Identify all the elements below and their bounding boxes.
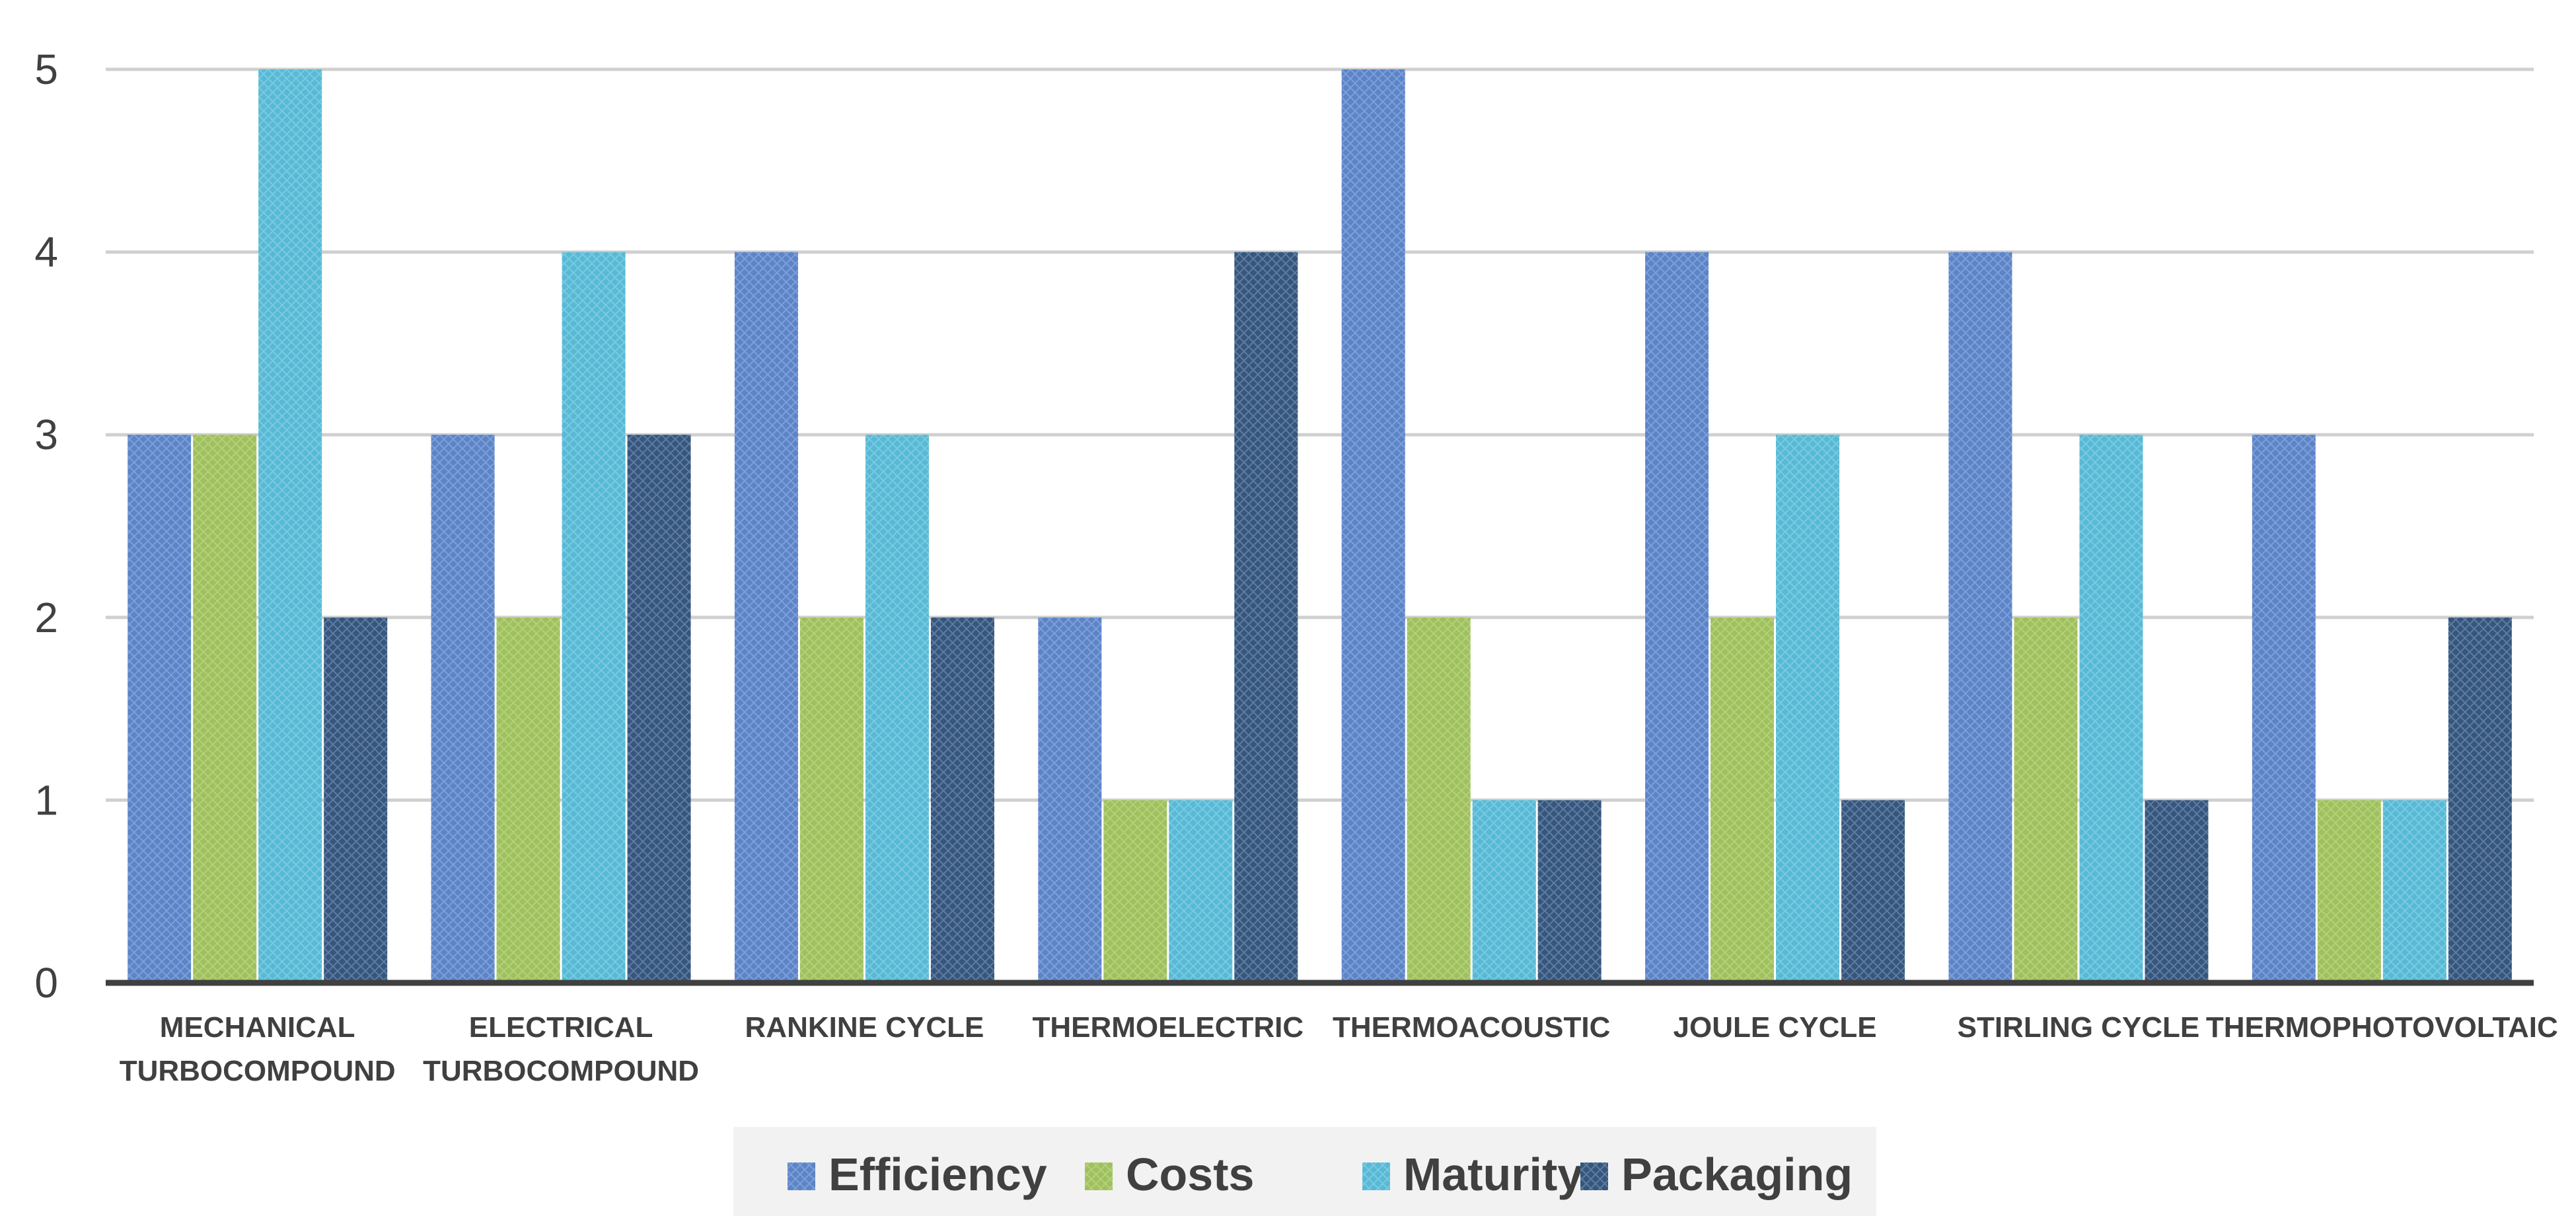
legend-background bbox=[733, 1127, 1876, 1216]
bar-costs bbox=[1711, 617, 1775, 983]
y-tick-label: 1 bbox=[34, 776, 58, 824]
legend-item-maturity: Maturity bbox=[1362, 1149, 1583, 1200]
x-tick-label: THERMOACOUSTIC bbox=[1333, 1011, 1610, 1044]
bar-costs bbox=[193, 435, 257, 983]
y-axis-ticks: 0 1 2 3 4 5 bbox=[34, 46, 58, 1007]
x-tick-label: THERMOELECTRIC bbox=[1032, 1011, 1304, 1044]
bar-packaging bbox=[1537, 800, 1601, 983]
bar-maturity bbox=[1169, 800, 1233, 983]
bar-costs bbox=[2317, 800, 2381, 983]
y-tick-label: 3 bbox=[34, 411, 58, 458]
bar-efficiency bbox=[1038, 617, 1102, 983]
x-tick-label: TURBOCOMPOUND bbox=[120, 1055, 396, 1087]
bar-efficiency bbox=[431, 435, 495, 983]
legend-item-costs: Costs bbox=[1085, 1149, 1254, 1200]
bar-maturity bbox=[1776, 435, 1840, 983]
bar-packaging bbox=[2145, 800, 2209, 983]
x-tick-label: JOULE CYCLE bbox=[1674, 1011, 1877, 1044]
bar-maturity bbox=[865, 435, 929, 983]
y-tick-label: 4 bbox=[34, 229, 58, 276]
bar-costs bbox=[799, 617, 864, 983]
y-tick-label: 2 bbox=[34, 594, 58, 641]
bar-efficiency bbox=[128, 435, 192, 983]
bar-maturity bbox=[1472, 800, 1536, 983]
legend-label: Costs bbox=[1126, 1149, 1254, 1200]
x-axis-labels: MECHANICAL TURBOCOMPOUND ELECTRICAL TURBOCO… bbox=[120, 1011, 2558, 1087]
bars bbox=[128, 69, 2512, 984]
bar-efficiency bbox=[1341, 69, 1405, 983]
legend-label: Efficiency bbox=[828, 1149, 1047, 1200]
x-tick-label: RANKINE CYCLE bbox=[745, 1011, 984, 1044]
legend: Efficiency Costs Maturity Packaging bbox=[733, 1127, 1876, 1216]
bar-packaging bbox=[324, 617, 388, 983]
x-tick-label: TURBOCOMPOUND bbox=[423, 1055, 699, 1087]
bar-costs bbox=[1407, 617, 1471, 983]
bar-packaging bbox=[930, 617, 994, 983]
y-tick-label: 5 bbox=[34, 46, 58, 93]
bar-efficiency bbox=[734, 252, 798, 984]
bar-costs bbox=[1103, 800, 1167, 983]
bar-efficiency bbox=[2252, 435, 2316, 983]
bar-efficiency bbox=[1645, 252, 1709, 984]
x-tick-label: MECHANICAL bbox=[160, 1011, 355, 1044]
legend-item-efficiency: Efficiency bbox=[788, 1149, 1047, 1200]
bar-packaging bbox=[1841, 800, 1905, 983]
bar-maturity bbox=[2079, 435, 2143, 983]
bar-maturity bbox=[562, 252, 626, 984]
legend-label: Maturity bbox=[1403, 1149, 1583, 1200]
bar-maturity bbox=[258, 69, 322, 983]
bar-efficiency bbox=[1948, 252, 2012, 984]
x-tick-label: STIRLING CYCLE bbox=[1958, 1011, 2200, 1044]
legend-item-packaging: Packaging bbox=[1580, 1149, 1853, 1200]
x-tick-label: THERMOPHOTOVOLTAIC bbox=[2206, 1011, 2558, 1044]
x-tick-label: ELECTRICAL bbox=[469, 1011, 653, 1044]
bar-packaging bbox=[1234, 252, 1298, 984]
bar-costs bbox=[496, 617, 560, 983]
bar-maturity bbox=[2382, 800, 2447, 983]
legend-label: Packaging bbox=[1621, 1149, 1853, 1200]
bar-packaging bbox=[627, 435, 691, 983]
y-tick-label: 0 bbox=[34, 959, 58, 1007]
bar-costs bbox=[2014, 617, 2078, 983]
bar-packaging bbox=[2448, 617, 2512, 983]
